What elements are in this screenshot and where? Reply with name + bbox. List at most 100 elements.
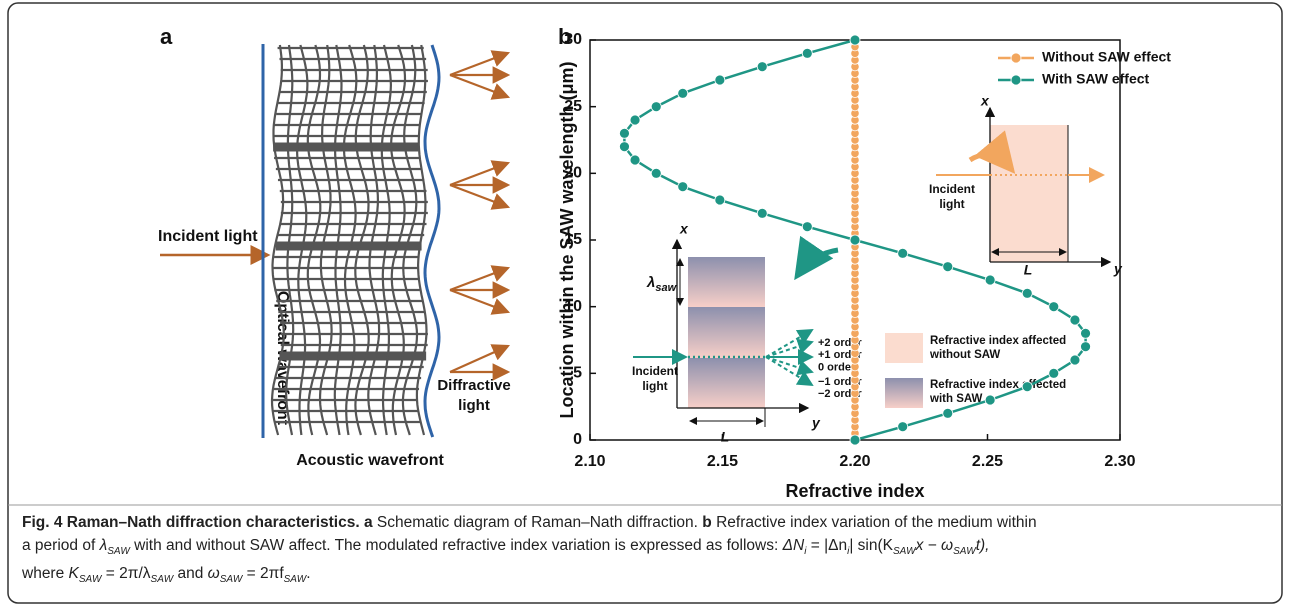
order-arrow bbox=[765, 328, 814, 358]
caption-math: SAW bbox=[150, 574, 174, 586]
y-tick-label: 5 bbox=[573, 365, 582, 382]
y-tick-label: 25 bbox=[564, 98, 582, 115]
caption-math: λ bbox=[99, 536, 108, 554]
caption-math: ω bbox=[207, 565, 220, 583]
wavelength-label: λsaw bbox=[646, 274, 678, 294]
legend-marker bbox=[1010, 52, 1022, 64]
x-tick-label: 2.15 bbox=[707, 453, 738, 470]
figure-border bbox=[7, 2, 1283, 604]
diffracted-arrow bbox=[449, 73, 511, 100]
caption-math: SAW bbox=[78, 574, 102, 586]
inset-length-label: L bbox=[721, 429, 730, 445]
data-point bbox=[1048, 301, 1060, 313]
caption-math: ΔN bbox=[782, 536, 805, 554]
inset-axis-label: x bbox=[679, 221, 689, 237]
panel-a: a Incident light Optical wavefront Acous… bbox=[158, 24, 511, 469]
y-tick-label: 10 bbox=[564, 298, 582, 315]
caption-text: a bbox=[363, 514, 373, 531]
order-label: 0 order bbox=[818, 362, 856, 374]
inset-axis-label: y bbox=[811, 415, 821, 431]
data-point bbox=[619, 141, 630, 153]
data-point bbox=[849, 234, 861, 246]
caption-text: and bbox=[177, 565, 204, 583]
data-point bbox=[677, 181, 689, 193]
mesh-strand bbox=[342, 44, 358, 436]
data-point bbox=[897, 421, 909, 433]
data-point bbox=[756, 207, 768, 219]
caption-math: SAW bbox=[953, 545, 976, 557]
x-tick-label: 2.25 bbox=[972, 453, 1003, 470]
data-point bbox=[629, 114, 641, 126]
data-point bbox=[756, 61, 768, 73]
diffracted-arrow bbox=[449, 265, 511, 292]
y-tick-label: 15 bbox=[564, 231, 582, 248]
caption-math: SAW bbox=[107, 545, 130, 557]
inset-incident-label: Incident bbox=[632, 364, 678, 378]
panel-label: a bbox=[160, 24, 173, 49]
mesh-strand bbox=[285, 44, 295, 436]
acoustic-wavefront-label: Acoustic wavefront bbox=[296, 452, 444, 469]
mesh-strand bbox=[270, 44, 285, 436]
caption-text: b bbox=[702, 514, 712, 531]
diffractive-light-label: light bbox=[458, 397, 490, 414]
data-point bbox=[714, 194, 726, 206]
caption: Fig. 4 Raman–Nath diffraction characteri… bbox=[22, 512, 1037, 592]
data-point bbox=[677, 87, 689, 99]
data-point bbox=[801, 47, 813, 59]
data-point bbox=[1069, 354, 1081, 366]
data-point bbox=[1080, 327, 1091, 339]
diffracted-arrow bbox=[449, 183, 511, 210]
caption-line: Fig. 4 Raman–Nath diffraction characteri… bbox=[22, 512, 1037, 535]
caption-math: = 2πf bbox=[246, 565, 284, 583]
data-point bbox=[650, 101, 662, 113]
diffracted-arrow bbox=[449, 344, 511, 374]
caption-line: where KSAW = 2π/λSAW and ωSAW = 2πfSAW. bbox=[22, 563, 1037, 592]
inset-medium bbox=[688, 358, 765, 408]
mesh-strand bbox=[318, 44, 333, 436]
mesh-strand bbox=[415, 44, 428, 436]
mesh-strand bbox=[401, 44, 419, 436]
caption-math: K bbox=[68, 565, 79, 583]
data-point bbox=[897, 247, 909, 259]
caption-math: | sin(K bbox=[849, 536, 893, 554]
panel-label: b bbox=[558, 24, 571, 49]
data-point bbox=[1069, 314, 1081, 326]
wavelength-symbol: λ bbox=[646, 274, 655, 291]
data-point bbox=[1021, 287, 1033, 299]
mesh-strand bbox=[306, 44, 322, 436]
caption-math: = 2π/λ bbox=[105, 565, 151, 583]
data-point bbox=[801, 221, 813, 233]
caption-math: SAW bbox=[219, 574, 243, 586]
x-axis-label: Refractive index bbox=[785, 481, 924, 501]
data-point bbox=[984, 274, 996, 286]
inset-axis-label: x bbox=[980, 93, 990, 109]
mesh-strand bbox=[354, 44, 370, 436]
caption-line: a period of λSAW with and without SAW af… bbox=[22, 535, 1037, 564]
mesh-strand bbox=[295, 44, 309, 436]
caption-text: Schematic diagram of Raman–Nath diffract… bbox=[376, 514, 698, 531]
order-arrow bbox=[765, 356, 814, 387]
diffracted-arrow bbox=[449, 160, 511, 187]
incident-light-label: Incident light bbox=[158, 228, 258, 245]
mesh-strand bbox=[367, 44, 381, 436]
data-point bbox=[650, 167, 662, 179]
key-label: with SAW bbox=[929, 393, 983, 405]
data-point bbox=[1080, 341, 1091, 353]
y-tick-label: 30 bbox=[564, 31, 582, 48]
data-point bbox=[942, 261, 954, 273]
caption-text: with and without SAW affect. The modulat… bbox=[134, 536, 779, 554]
data-point bbox=[942, 407, 954, 419]
caption-text: a period of bbox=[22, 536, 96, 554]
caption-text: . bbox=[306, 565, 311, 583]
caption-math: SAW bbox=[892, 545, 916, 557]
order-arrow bbox=[765, 338, 814, 358]
data-point bbox=[984, 394, 996, 406]
caption-math: i bbox=[847, 545, 850, 557]
data-point bbox=[1048, 367, 1060, 379]
inset-incident-label: light bbox=[642, 379, 667, 393]
data-point bbox=[619, 127, 630, 139]
mesh-strand bbox=[389, 44, 407, 436]
caption-title: Fig. 4 Raman–Nath diffraction characteri… bbox=[22, 514, 360, 531]
